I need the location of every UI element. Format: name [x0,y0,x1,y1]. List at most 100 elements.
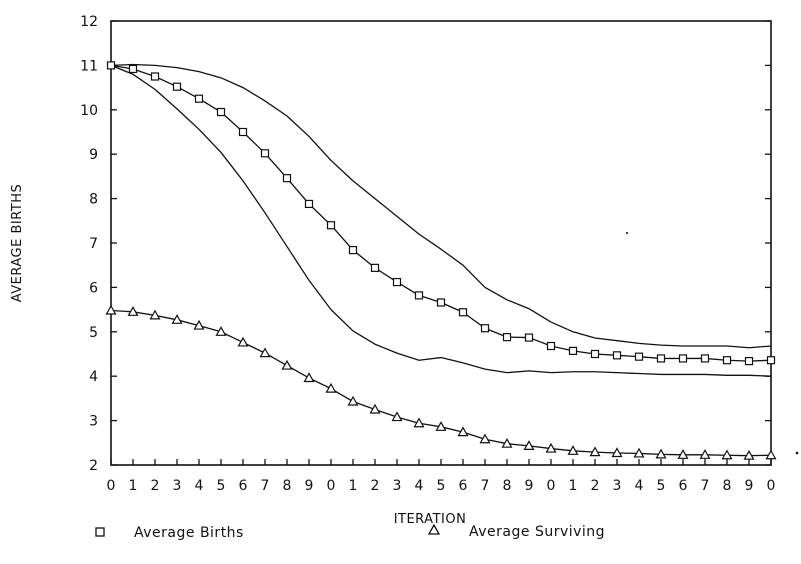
y-tick-label: 12 [80,14,98,30]
x-tick-label: 7 [261,478,270,494]
births-point [502,333,512,342]
births-point [568,346,578,355]
births-point [216,107,226,117]
surviving-point [435,421,447,431]
x-tick-label: 7 [481,478,490,494]
surviving-point [633,447,645,458]
surviving-point [457,426,469,437]
x-tick-label: 5 [437,478,446,494]
births-point [546,341,556,351]
x-tick-label: 5 [217,478,226,494]
x-tick-label: 0 [767,478,776,494]
surviving-point [369,403,381,414]
surviving-point [193,319,205,330]
births-point [744,357,754,366]
births-line [110,64,772,362]
births-point [106,61,116,70]
surviving-point [127,306,139,316]
births-point [304,199,314,209]
births-point [194,94,204,103]
surviving-point [171,314,183,324]
x-tick-label: 8 [723,478,732,494]
births-point [414,291,424,300]
y-tick-label: 5 [89,325,98,341]
y-tick-label: 11 [80,58,98,74]
y-tick-label: 4 [89,369,98,385]
x-tick-label: 3 [173,478,182,494]
surviving-point [743,449,755,460]
births-point [436,298,446,307]
x-tick-label: 0 [327,478,336,494]
x-tick-label: 8 [283,478,292,494]
surviving-point [699,449,711,459]
y-tick-label: 6 [89,280,98,296]
surviving-point [325,382,337,393]
births-point [480,324,490,333]
x-tick-label: 6 [679,478,688,494]
surviving-point [655,448,667,459]
surviving-point [215,326,227,336]
triangle-marker-icon [427,523,441,535]
surviving-point [105,304,117,315]
surviving-point [501,437,513,448]
surviving-point [721,449,733,460]
births-point [392,277,402,287]
x-tick-label: 8 [503,478,512,494]
births-point [282,174,292,183]
square-marker-icon [95,527,105,537]
y-axis: 2 3 4 5 6 7 8 9 10 11 12 [80,14,771,474]
births-point [370,263,380,272]
x-tick-label: 2 [151,478,160,494]
x-tick-label: 9 [525,478,534,494]
x-tick-label: 6 [239,478,248,494]
births-point [128,64,138,74]
surviving-point [347,395,359,406]
births-point [612,351,622,360]
x-tick-label: 0 [547,478,556,494]
births-point [150,72,160,81]
y-tick-label: 9 [89,147,98,163]
y-axis-title: AVERAGE BIRTHS [10,184,25,303]
speck-dot [626,232,628,234]
x-tick-label: 5 [657,478,666,494]
y-tick-label: 2 [89,458,98,474]
x-tick-label: 2 [371,478,380,494]
surviving-point [545,442,557,453]
births-point [348,246,358,255]
surviving-point [303,372,315,383]
births-point [458,308,468,317]
y-tick-label: 8 [89,192,98,208]
surviving-point [479,433,491,444]
y-tick-label: 10 [80,103,98,119]
x-tick-label: 7 [701,478,710,494]
upper-band-line [110,63,772,349]
legend-label-surviving: Average Surviving [469,524,605,540]
births-point [766,356,776,365]
x-axis-title: ITERATION [394,512,467,527]
x-tick-label: 0 [107,478,116,494]
surviving-point [149,309,161,320]
x-tick-label: 4 [195,478,204,494]
births-point [524,333,534,342]
x-tick-label: 4 [415,478,424,494]
births-point [260,149,270,158]
surviving-point [259,347,271,358]
births-point [172,82,182,91]
legend-item-births: Average Births [95,525,243,541]
surviving-line [110,309,772,457]
surviving-point [391,411,403,422]
lower-band-line [110,64,772,377]
series-layer [105,61,777,460]
plot-frame [110,20,772,466]
y-tick-label: 7 [89,236,98,252]
x-tick-label: 3 [613,478,622,494]
surviving-point [765,449,777,460]
surviving-point [237,336,249,347]
births-point [590,349,600,359]
surviving-point [611,447,623,458]
legend-item-surviving: Average Surviving [427,523,605,540]
surviving-point [677,449,689,459]
x-tick-label: 1 [129,478,138,494]
